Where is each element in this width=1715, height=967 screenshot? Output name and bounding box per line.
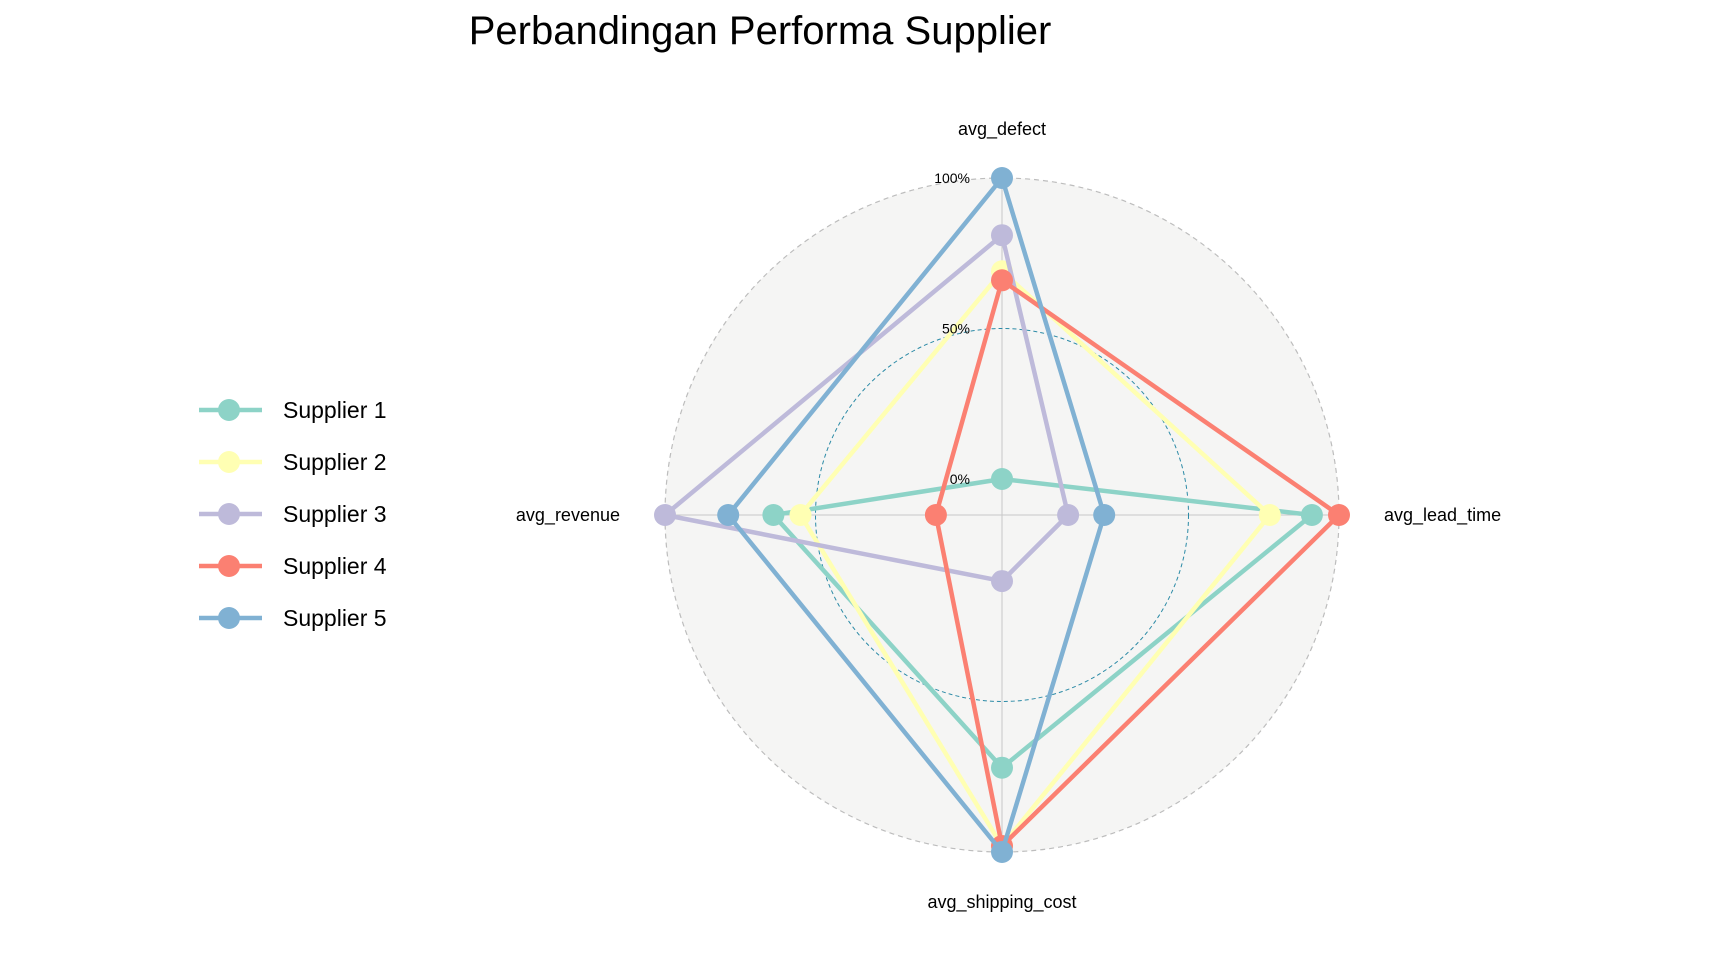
point-supplier-3-avg-shipping-cost [991, 570, 1013, 593]
point-supplier-5-avg-lead-time [1093, 504, 1116, 526]
axis-label-avg-defect: avg_defect [958, 119, 1046, 140]
legend-marker [218, 399, 240, 421]
point-supplier-4-avg-lead-time [1328, 504, 1350, 526]
series-supplier-3 [654, 224, 1080, 593]
legend-label: Supplier 3 [283, 501, 387, 527]
legend-label: Supplier 4 [283, 553, 387, 579]
chart-title: Perbandingan Performa Supplier [469, 9, 1052, 53]
tick-label-0: 0% [950, 471, 970, 487]
series-supplier-5 [717, 167, 1116, 863]
legend-label: Supplier 5 [283, 605, 387, 631]
legend-marker [218, 607, 240, 629]
point-supplier-1-avg-revenue [762, 504, 785, 526]
point-supplier-5-avg-defect [991, 167, 1013, 189]
point-supplier-4-avg-defect [991, 269, 1013, 292]
legend: Supplier 1 Supplier 2 Supplier 3 Supplier 4… [199, 397, 387, 631]
series-supplier-1 [762, 468, 1323, 779]
axis-label-avg-lead-time: avg_lead_time [1384, 505, 1501, 526]
point-supplier-3-avg-lead-time [1057, 504, 1080, 526]
axis-label-avg-revenue: avg_revenue [516, 505, 620, 526]
axis-labels: avg_defect avg_lead_time avg_shipping_cost… [516, 119, 1501, 913]
axis-label-avg-shipping-cost: avg_shipping_cost [927, 892, 1076, 913]
legend-item-supplier-4: Supplier 4 [199, 553, 387, 579]
point-supplier-5-avg-revenue [717, 504, 740, 526]
point-supplier-2-avg-revenue [789, 504, 812, 526]
point-supplier-2-avg-lead-time [1258, 504, 1281, 526]
legend-marker [218, 451, 240, 473]
tick-label-50: 50% [942, 321, 970, 337]
point-supplier-1-avg-defect [991, 468, 1013, 490]
legend-item-supplier-5: Supplier 5 [199, 605, 387, 631]
legend-marker [218, 503, 240, 525]
tick-label-100: 100% [934, 170, 970, 186]
legend-marker [218, 555, 240, 577]
legend-item-supplier-1: Supplier 1 [199, 397, 387, 423]
point-supplier-4-avg-revenue [924, 504, 947, 526]
point-supplier-1-avg-lead-time [1300, 504, 1323, 526]
point-supplier-3-avg-revenue [654, 504, 676, 526]
legend-label: Supplier 2 [283, 449, 387, 475]
radar-series [654, 167, 1350, 863]
point-supplier-3-avg-defect [991, 224, 1013, 247]
legend-item-supplier-3: Supplier 3 [199, 501, 387, 527]
point-supplier-1-avg-shipping-cost [991, 756, 1013, 779]
legend-label: Supplier 1 [283, 397, 387, 423]
grid-ring-mid [815, 328, 1189, 702]
tick-labels: 0% 50% 100% [934, 170, 970, 487]
point-supplier-5-avg-shipping-cost [991, 841, 1013, 863]
legend-item-supplier-2: Supplier 2 [199, 449, 387, 475]
